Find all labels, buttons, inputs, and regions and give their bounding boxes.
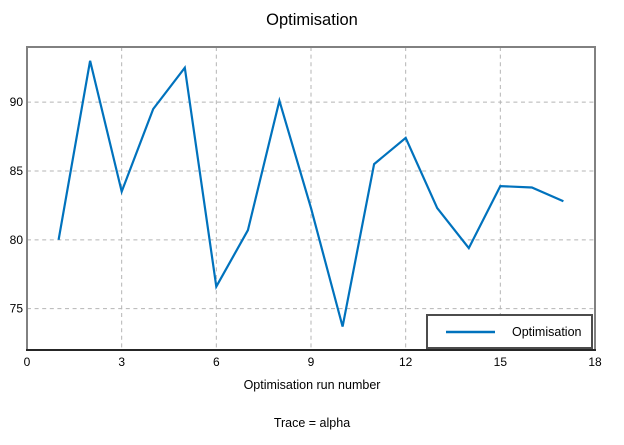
legend-line-sample <box>446 330 495 333</box>
x-tick-label: 9 <box>308 355 315 369</box>
plot-border <box>26 46 596 351</box>
x-axis-title: Optimisation run number <box>243 378 381 392</box>
chart-title: Optimisation <box>266 11 358 29</box>
plot-box <box>26 46 596 351</box>
trace-subtitle: Trace = alpha <box>273 416 351 430</box>
y-tick-label: 90 <box>10 95 24 109</box>
data-line <box>57 60 564 327</box>
x-tick-label: 0 <box>24 355 31 369</box>
y-tick-label: 80 <box>10 233 24 247</box>
y-tick-label: 75 <box>10 302 24 316</box>
x-tick-label: 3 <box>118 355 125 369</box>
x-tick-label: 12 <box>399 355 413 369</box>
legend-label: Optimisation <box>512 324 582 339</box>
grid-lines <box>27 47 595 350</box>
x-tick-label: 15 <box>494 355 508 369</box>
x-tick-label: 18 <box>588 355 602 369</box>
legend: Optimisation <box>426 314 593 349</box>
x-tick-label: 6 <box>213 355 220 369</box>
y-tick-label: 85 <box>10 164 24 178</box>
data-series <box>57 60 564 327</box>
tick-labels: 0 3 6 9 12 15 18 75 80 85 90 <box>10 95 602 369</box>
